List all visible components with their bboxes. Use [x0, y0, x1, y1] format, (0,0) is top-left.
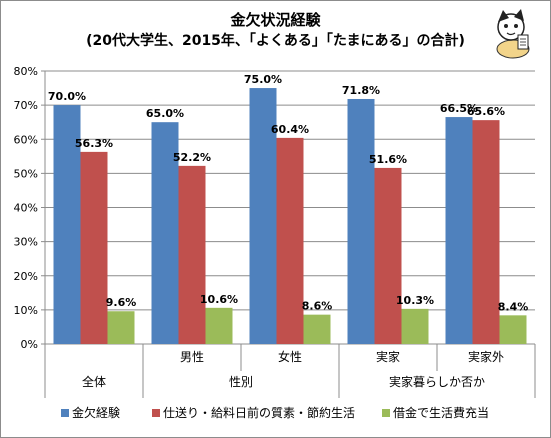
- y-tick-label: 50%: [14, 167, 38, 180]
- data-label: 56.3%: [75, 137, 113, 150]
- x-category-label: 実家: [376, 349, 400, 364]
- bar-2-5: [472, 120, 500, 344]
- bar-1-3: [249, 88, 277, 344]
- y-tick-label: 40%: [14, 202, 38, 215]
- data-label: 9.6%: [106, 296, 137, 309]
- y-tick-label: 0%: [21, 338, 38, 351]
- data-label: 51.6%: [369, 153, 407, 166]
- y-tick-label: 10%: [14, 304, 38, 317]
- y-tick-label: 60%: [14, 133, 38, 146]
- bar-2-4: [374, 167, 402, 344]
- mascot-logo-icon: [496, 9, 530, 59]
- legend-label: 仕送り・給料日前の質素・節約生活: [163, 405, 355, 420]
- legend-swatch-1: [61, 409, 69, 417]
- bar-2-3: [276, 137, 304, 344]
- y-tick-label: 80%: [14, 65, 38, 78]
- x-group-label: 性別: [229, 375, 253, 389]
- bar-1-1: [53, 105, 81, 344]
- data-label: 70.0%: [48, 90, 86, 103]
- bar-3-2: [205, 307, 233, 344]
- bar-1-2: [151, 122, 179, 344]
- bar-3-5: [499, 315, 527, 344]
- chart-subtitle: (20代大学生、2015年、「よくある」「たまにある」の合計): [86, 33, 465, 49]
- legend-label: 金欠経験: [72, 405, 120, 420]
- bar-2-1: [80, 151, 108, 344]
- x-category-label: 実家外: [468, 349, 504, 364]
- y-tick-label: 30%: [14, 236, 38, 249]
- bar-1-5: [445, 117, 473, 344]
- y-tick-label: 20%: [14, 270, 38, 283]
- y-tick-label: 70%: [14, 99, 38, 112]
- data-label: 71.8%: [342, 84, 380, 97]
- bar-3-1: [107, 311, 135, 344]
- x-group-label: 実家暮らしか否か: [389, 374, 485, 389]
- data-label: 66.5%: [440, 102, 478, 115]
- legend-swatch-2: [152, 409, 160, 417]
- bar-1-4: [347, 98, 375, 344]
- data-label: 65.6%: [467, 105, 505, 118]
- data-label: 60.4%: [271, 123, 309, 136]
- data-label: 52.2%: [173, 151, 211, 164]
- x-category-label: 男性: [180, 350, 204, 364]
- data-label: 10.6%: [200, 293, 238, 306]
- data-label: 8.6%: [302, 300, 333, 313]
- bar-2-2: [178, 165, 206, 344]
- data-label: 75.0%: [244, 73, 282, 86]
- data-label: 65.0%: [146, 107, 184, 120]
- legend-swatch-3: [382, 409, 390, 417]
- bar-3-4: [401, 308, 429, 344]
- chart-title: 金欠状況経験: [230, 11, 321, 29]
- bar-3-3: [303, 314, 331, 344]
- data-label: 10.3%: [396, 294, 434, 307]
- data-label: 8.4%: [498, 300, 529, 313]
- x-group-label: 全体: [82, 374, 106, 389]
- legend-label: 借金で生活費充当: [393, 405, 489, 420]
- x-category-label: 女性: [278, 349, 302, 364]
